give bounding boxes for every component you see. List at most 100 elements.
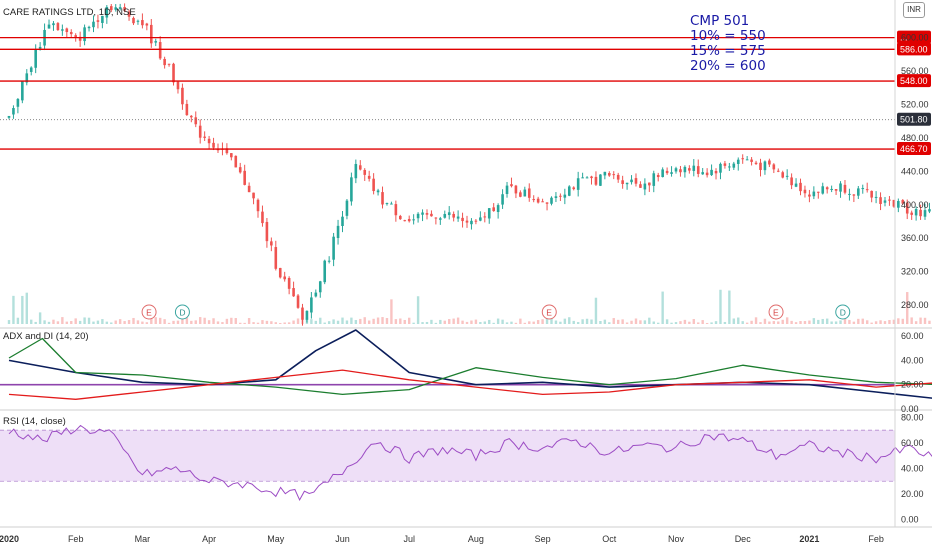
volume-bar <box>906 292 909 324</box>
volume-bar <box>483 321 486 324</box>
candle <box>212 142 215 148</box>
volume-bar <box>643 320 647 324</box>
volume-bar <box>728 290 731 324</box>
candle <box>705 172 709 176</box>
candle <box>301 307 304 320</box>
candle <box>656 174 660 178</box>
volume-bar <box>283 322 286 324</box>
candle <box>38 46 42 49</box>
candle <box>492 207 495 212</box>
volume-bar <box>839 320 842 324</box>
note-line: CMP 501 <box>690 13 750 29</box>
volume-bar <box>110 322 113 324</box>
volume-bar <box>768 321 771 324</box>
candle <box>318 281 322 293</box>
volume-bar <box>754 317 758 324</box>
candle <box>65 28 69 33</box>
volume-bar <box>883 321 887 324</box>
candle <box>883 200 887 203</box>
volume-bar <box>252 322 255 324</box>
currency-badge[interactable]: INR <box>903 2 925 18</box>
volume-bar <box>625 322 629 324</box>
volume-bar <box>408 317 411 324</box>
rsi-pane[interactable] <box>0 412 932 532</box>
candle <box>203 136 206 138</box>
candle <box>572 187 576 190</box>
level-price-label: 466.70 <box>900 144 928 154</box>
candle <box>127 11 131 17</box>
level-price-label: 586.00 <box>900 44 928 54</box>
volume-bar <box>127 320 131 324</box>
volume-bar <box>96 320 100 324</box>
candle <box>350 177 353 202</box>
volume-bar <box>674 322 678 324</box>
candle <box>679 169 682 173</box>
candle <box>465 220 469 223</box>
volume-bar <box>203 317 206 324</box>
volume-bar <box>430 319 433 324</box>
volume-bar <box>928 320 931 324</box>
candle <box>7 115 11 118</box>
candle <box>336 225 340 239</box>
volume-bar <box>719 289 722 324</box>
volume-bar <box>701 320 704 324</box>
volume-bar <box>167 322 171 324</box>
candle <box>608 173 611 176</box>
volume-bar <box>367 320 371 324</box>
candle <box>247 185 251 193</box>
candle <box>141 20 144 26</box>
volume-bar <box>199 317 202 324</box>
candle <box>736 159 740 164</box>
candle <box>452 213 455 218</box>
candle <box>270 241 273 246</box>
candle <box>381 192 384 205</box>
candle <box>888 199 891 201</box>
volume-bar <box>763 318 767 324</box>
volume-bar <box>621 319 624 324</box>
last-price-tag <box>897 112 931 126</box>
volume-bar <box>639 320 642 324</box>
volume-bar <box>12 295 15 324</box>
adx-pane[interactable] <box>0 329 932 400</box>
volume-bar <box>52 319 55 324</box>
candle <box>732 163 736 168</box>
volume-bar <box>216 321 220 324</box>
volume-bar <box>341 317 344 324</box>
candle <box>590 176 593 179</box>
volume-bar <box>372 318 375 324</box>
volume-bar <box>630 320 633 324</box>
volume-bar <box>812 318 816 324</box>
volume-bar <box>336 320 340 324</box>
volume-bar <box>287 322 291 324</box>
volume-bar <box>888 320 891 324</box>
volume-bar <box>892 319 896 324</box>
candle <box>567 186 571 196</box>
volume-bar <box>897 318 900 324</box>
volume-bar <box>443 320 446 324</box>
volume-bar <box>879 320 882 324</box>
adx-title: ADX and DI (14, 20) <box>3 331 89 342</box>
candle <box>750 159 753 162</box>
dividend-marker <box>174 304 190 320</box>
volume-bar <box>70 321 73 324</box>
candle <box>514 185 518 194</box>
candle <box>892 199 896 207</box>
time-tick-label: Aug <box>468 534 484 544</box>
volume-bar <box>274 322 277 324</box>
candle <box>194 117 198 125</box>
time-tick-label: Feb <box>68 534 84 544</box>
dividend-marker <box>835 304 851 320</box>
candle <box>621 180 624 184</box>
candle <box>439 218 442 220</box>
earnings-marker <box>141 304 157 320</box>
volume-bar <box>470 320 473 324</box>
volume-bar <box>585 318 589 324</box>
volume-bar <box>225 318 229 324</box>
volume-bar <box>105 321 109 324</box>
volume-bar <box>576 322 580 324</box>
volume-bar <box>914 321 918 324</box>
candle <box>167 63 171 65</box>
level-price-tag <box>897 30 931 44</box>
candle <box>443 213 447 218</box>
